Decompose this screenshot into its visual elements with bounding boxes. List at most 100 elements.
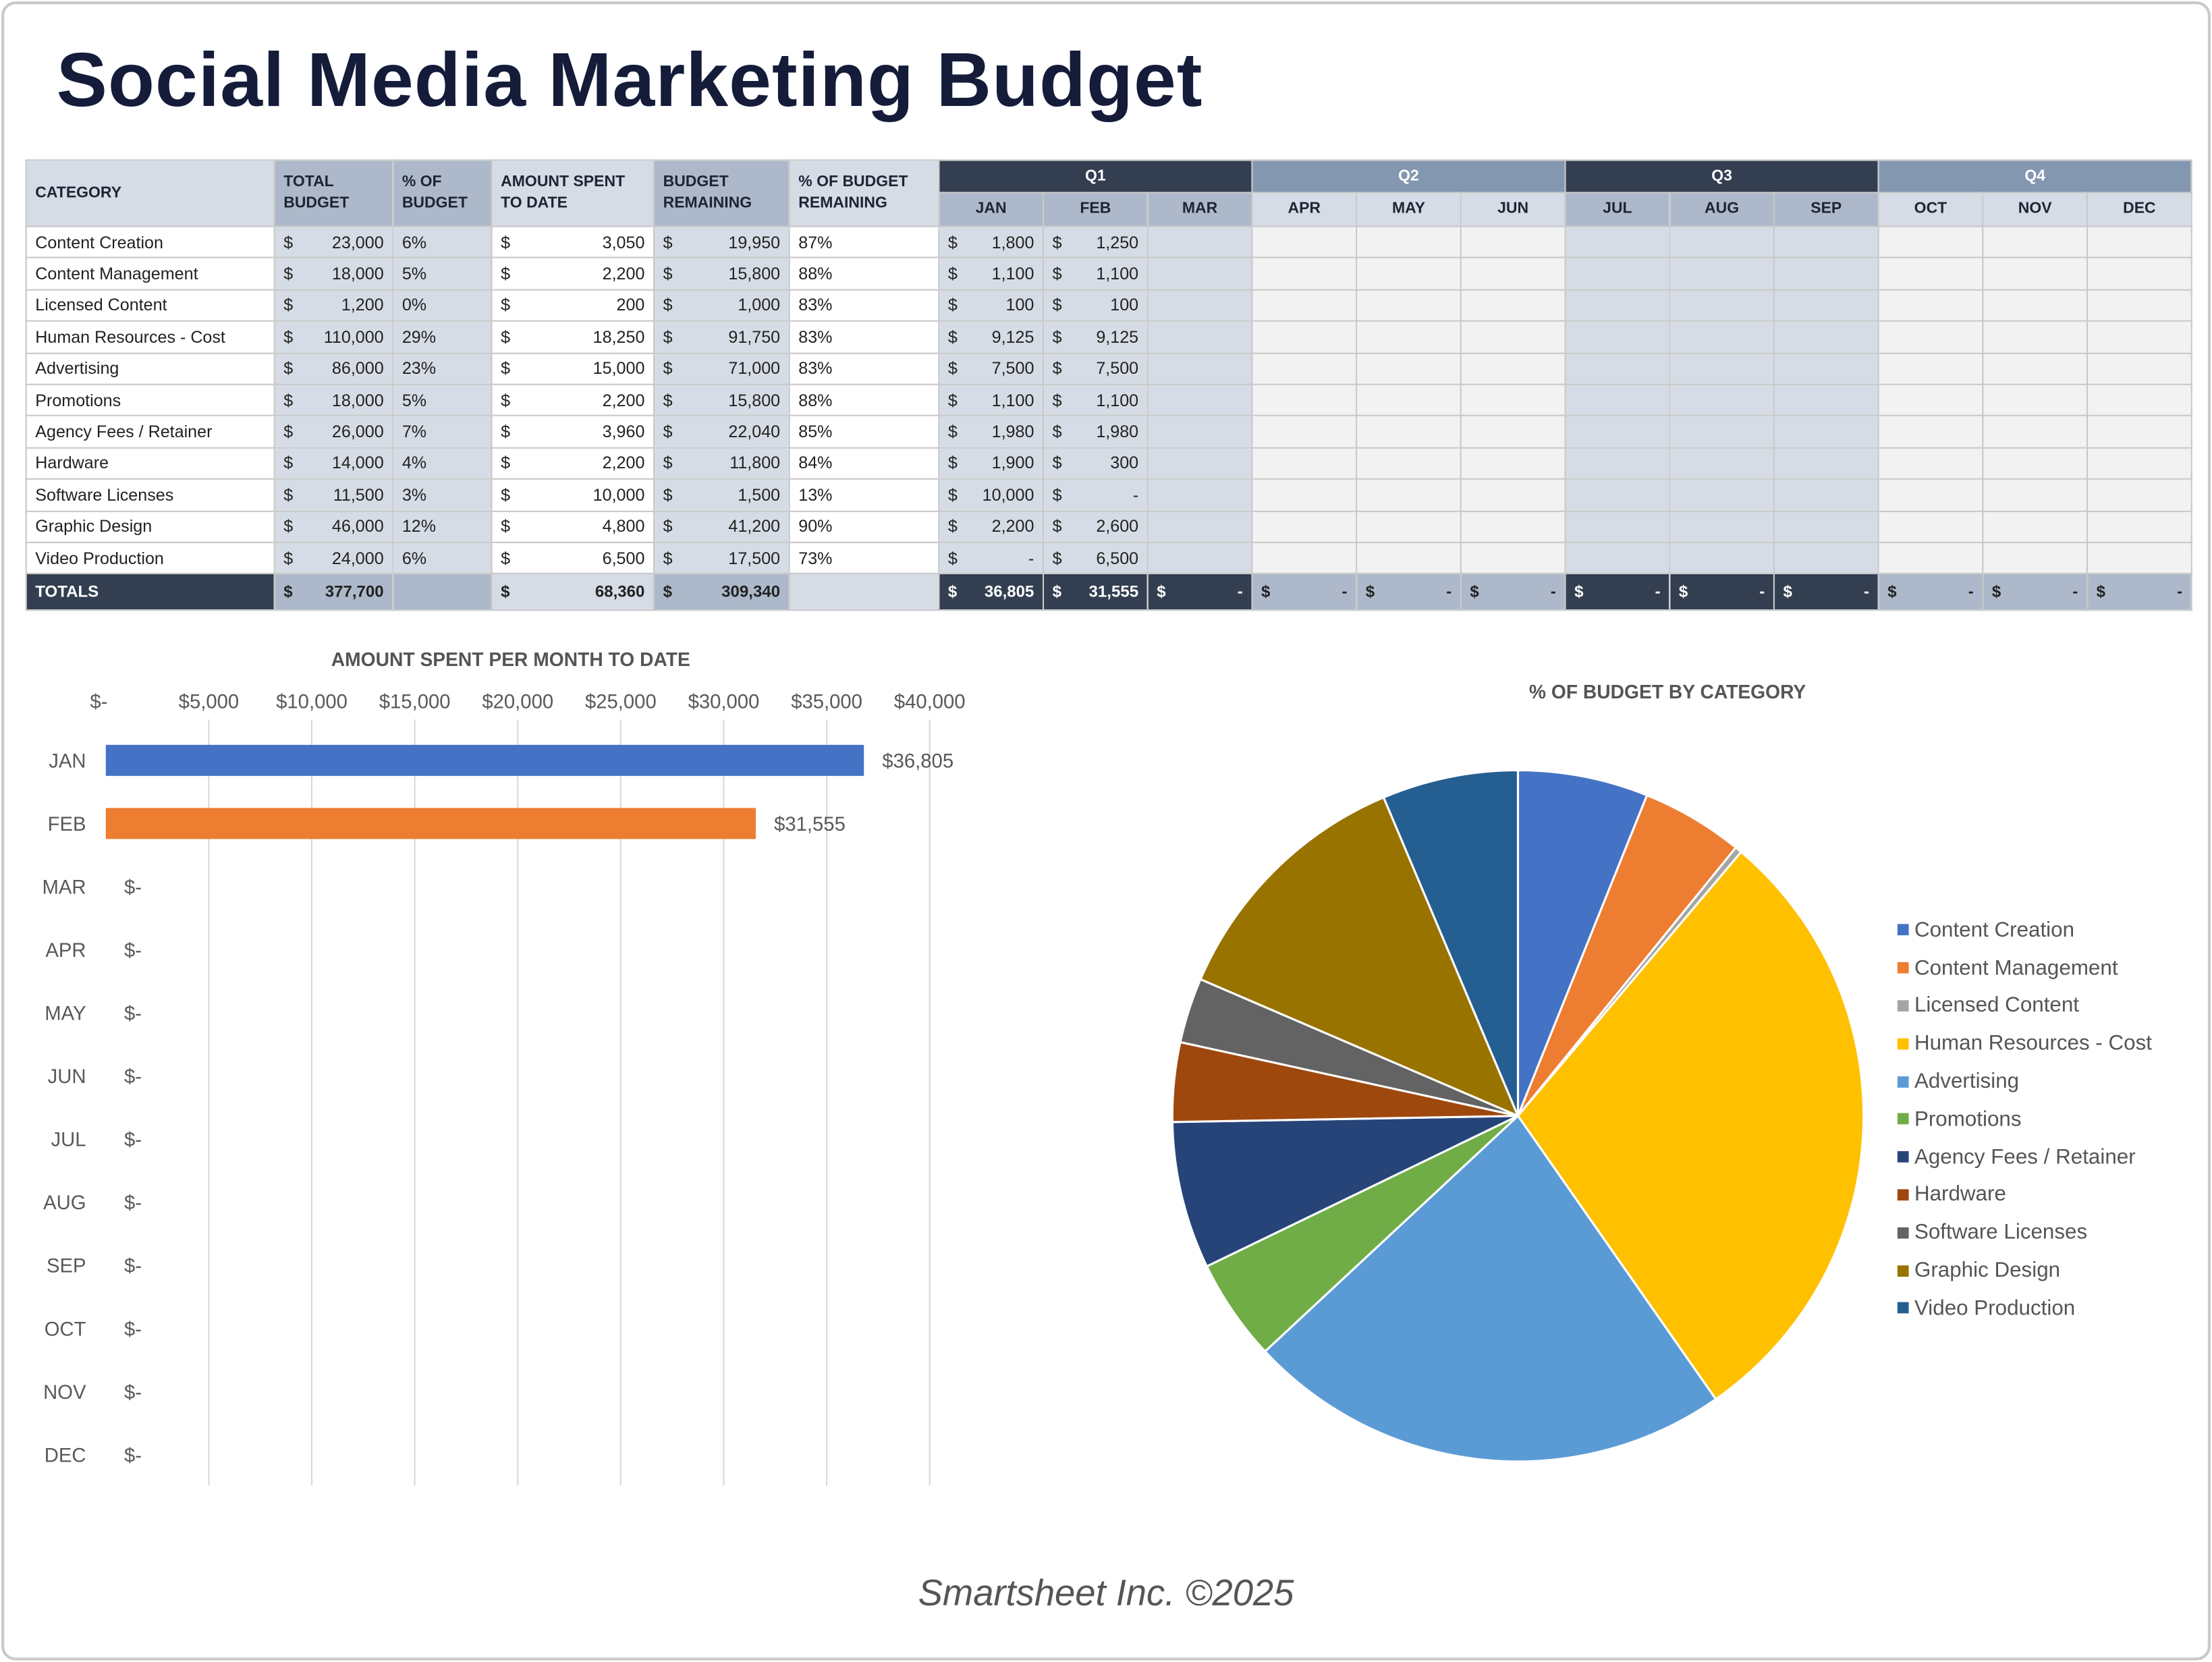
month-cell[interactable]: $1,100 xyxy=(1042,383,1149,417)
month-cell[interactable]: $1,900 xyxy=(938,447,1045,480)
month-cell[interactable] xyxy=(2086,383,2192,417)
total-budget-cell[interactable]: $18,000 xyxy=(273,383,394,417)
month-cell[interactable] xyxy=(1251,541,1358,575)
pie-slice[interactable] xyxy=(1382,769,1520,1117)
month-cell[interactable] xyxy=(1669,257,1775,291)
month-cell[interactable]: $1,980 xyxy=(1042,415,1149,449)
pct-remaining-cell[interactable]: 83% xyxy=(788,320,940,354)
month-cell[interactable] xyxy=(1251,415,1358,449)
month-cell[interactable] xyxy=(1460,415,1566,449)
month-cell[interactable] xyxy=(1146,352,1253,385)
month-cell[interactable]: $1,800 xyxy=(938,225,1045,259)
pct-budget-cell[interactable]: 5% xyxy=(392,383,493,417)
month-cell[interactable] xyxy=(1669,447,1775,480)
month-cell[interactable] xyxy=(1146,509,1253,543)
month-cell[interactable]: $1,100 xyxy=(938,383,1045,417)
month-cell[interactable] xyxy=(1773,447,1879,480)
total-budget-cell[interactable]: $18,000 xyxy=(273,257,394,291)
legend-item[interactable]: Video Production xyxy=(1897,1290,2152,1327)
month-cell[interactable] xyxy=(1669,289,1775,323)
category-cell[interactable]: Graphic Design xyxy=(25,509,275,543)
category-cell[interactable]: Content Creation xyxy=(25,225,275,259)
budget-remaining-cell[interactable]: $17,500 xyxy=(653,541,790,575)
month-cell[interactable] xyxy=(1877,320,1984,354)
month-cell[interactable] xyxy=(1460,289,1566,323)
month-cell[interactable] xyxy=(1564,383,1671,417)
month-cell[interactable] xyxy=(1982,383,2089,417)
month-cell[interactable] xyxy=(1356,257,1462,291)
month-cell[interactable]: $6,500 xyxy=(1042,541,1149,575)
month-cell[interactable] xyxy=(1982,509,2089,543)
month-cell[interactable] xyxy=(1251,225,1358,259)
pct-remaining-cell[interactable]: 84% xyxy=(788,447,940,480)
month-cell[interactable] xyxy=(1669,509,1775,543)
month-cell[interactable] xyxy=(1773,289,1879,323)
amount-spent-cell[interactable]: $15,000 xyxy=(491,352,655,385)
pct-budget-cell[interactable]: 5% xyxy=(392,257,493,291)
legend-item[interactable]: Content Creation xyxy=(1897,912,2152,949)
total-budget-cell[interactable]: $26,000 xyxy=(273,415,394,449)
month-cell[interactable] xyxy=(1982,352,2089,385)
month-cell[interactable] xyxy=(1982,320,2089,354)
category-cell[interactable]: Promotions xyxy=(25,383,275,417)
category-cell[interactable]: Content Management xyxy=(25,257,275,291)
month-cell[interactable] xyxy=(1564,415,1671,449)
amount-spent-cell[interactable]: $4,800 xyxy=(491,509,655,543)
budget-remaining-cell[interactable]: $71,000 xyxy=(653,352,790,385)
amount-spent-cell[interactable]: $3,960 xyxy=(491,415,655,449)
month-cell[interactable] xyxy=(1356,289,1462,323)
legend-item[interactable]: Promotions xyxy=(1897,1101,2152,1138)
pct-remaining-cell[interactable]: 13% xyxy=(788,478,940,511)
month-cell[interactable] xyxy=(1773,257,1879,291)
month-cell[interactable] xyxy=(1982,415,2089,449)
month-cell[interactable]: $1,100 xyxy=(938,257,1045,291)
amount-spent-cell[interactable]: $18,250 xyxy=(491,320,655,354)
month-cell[interactable] xyxy=(1669,352,1775,385)
budget-remaining-cell[interactable]: $1,500 xyxy=(653,478,790,511)
pct-remaining-cell[interactable]: 85% xyxy=(788,415,940,449)
legend-item[interactable]: Software Licenses xyxy=(1897,1214,2152,1252)
month-cell[interactable] xyxy=(1146,289,1253,323)
month-cell[interactable] xyxy=(1460,225,1566,259)
category-cell[interactable]: Advertising xyxy=(25,352,275,385)
total-budget-cell[interactable]: $1,200 xyxy=(273,289,394,323)
month-cell[interactable] xyxy=(1251,320,1358,354)
month-cell[interactable] xyxy=(1146,541,1253,575)
month-cell[interactable] xyxy=(1460,478,1566,511)
month-cell[interactable] xyxy=(1564,225,1671,259)
legend-item[interactable]: Graphic Design xyxy=(1897,1252,2152,1290)
month-cell[interactable] xyxy=(1460,383,1566,417)
month-cell[interactable] xyxy=(1773,352,1879,385)
month-cell[interactable] xyxy=(1251,383,1358,417)
month-cell[interactable]: $2,200 xyxy=(938,509,1045,543)
month-cell[interactable] xyxy=(1564,320,1671,354)
total-budget-cell[interactable]: $11,500 xyxy=(273,478,394,511)
month-cell[interactable]: $2,600 xyxy=(1042,509,1149,543)
month-cell[interactable] xyxy=(1877,225,1984,259)
month-cell[interactable] xyxy=(1877,383,1984,417)
month-cell[interactable] xyxy=(2086,447,2192,480)
pie-slice[interactable] xyxy=(1205,1115,1519,1353)
month-cell[interactable]: $ - xyxy=(1042,478,1149,511)
month-cell[interactable] xyxy=(1773,415,1879,449)
budget-remaining-cell[interactable]: $1,000 xyxy=(653,289,790,323)
month-cell[interactable] xyxy=(2086,257,2192,291)
pct-remaining-cell[interactable]: 87% xyxy=(788,225,940,259)
month-cell[interactable] xyxy=(1146,320,1253,354)
total-budget-cell[interactable]: $23,000 xyxy=(273,225,394,259)
month-cell[interactable] xyxy=(1146,447,1253,480)
pct-remaining-cell[interactable]: 88% xyxy=(788,383,940,417)
month-cell[interactable] xyxy=(1460,352,1566,385)
category-cell[interactable]: Licensed Content xyxy=(25,289,275,323)
month-cell[interactable] xyxy=(1356,509,1462,543)
month-cell[interactable] xyxy=(1982,447,2089,480)
month-cell[interactable] xyxy=(1564,478,1671,511)
month-cell[interactable] xyxy=(1982,478,2089,511)
month-cell[interactable] xyxy=(1460,541,1566,575)
pct-remaining-cell[interactable]: 73% xyxy=(788,541,940,575)
month-cell[interactable] xyxy=(2086,541,2192,575)
month-cell[interactable] xyxy=(1564,352,1671,385)
month-cell[interactable] xyxy=(1564,257,1671,291)
legend-item[interactable]: Agency Fees / Retainer xyxy=(1897,1138,2152,1176)
month-cell[interactable] xyxy=(1460,509,1566,543)
